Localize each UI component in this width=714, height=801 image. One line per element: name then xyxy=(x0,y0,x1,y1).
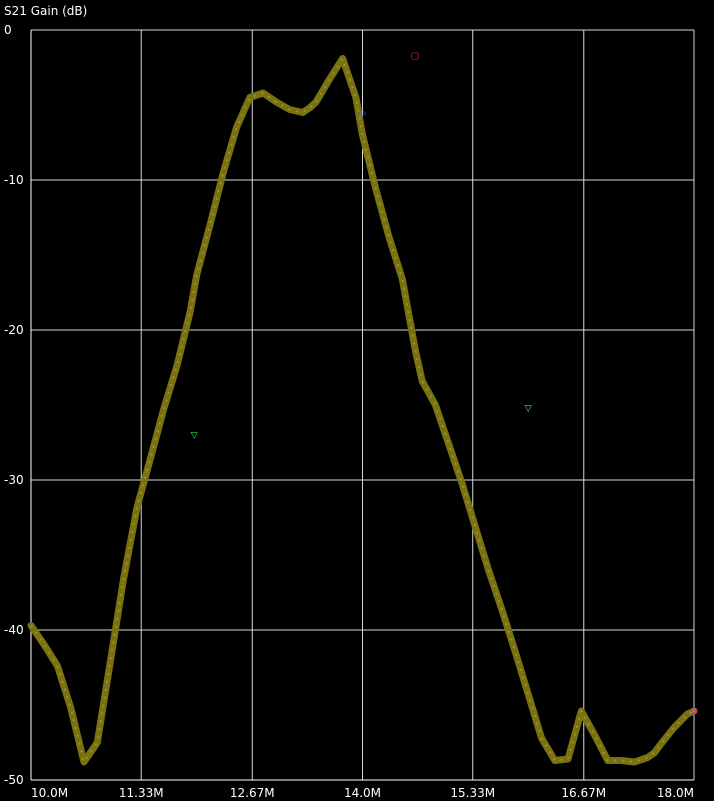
x-tick-label: 11.33M xyxy=(119,786,164,800)
x-tick-label: 18.0M xyxy=(657,786,694,800)
marker-layer: ▽ ◇ ▢ ▽ ✕ xyxy=(191,52,698,718)
grid-layer xyxy=(30,29,695,781)
x-tick-label: 15.33M xyxy=(450,786,495,800)
y-tick-label: 0 xyxy=(4,23,12,37)
series-layer xyxy=(27,55,698,766)
series-marker: ▽ xyxy=(525,404,532,414)
y-tick-label: -10 xyxy=(4,173,24,187)
series-line-highlight xyxy=(30,57,695,763)
label-layer: 10.0M 11.33M 12.67M 14.0M 15.33M 16.67M 18.0M 0… xyxy=(4,23,694,800)
y-tick-label: -40 xyxy=(4,623,24,637)
series-marker: ◇ xyxy=(359,109,366,119)
x-tick-label: 16.67M xyxy=(561,786,606,800)
chart-title: S21 Gain (dB) xyxy=(4,4,87,18)
series-marker: ▽ xyxy=(191,431,198,441)
x-tick-label: 10.0M xyxy=(31,786,68,800)
series-marker: ▢ xyxy=(410,52,419,62)
series-marker: ✕ xyxy=(690,707,698,717)
y-tick-label: -20 xyxy=(4,323,24,337)
axis-layer xyxy=(30,30,694,781)
y-tick-label: -30 xyxy=(4,473,24,487)
x-tick-label: 12.67M xyxy=(230,786,275,800)
x-tick-label: 14.0M xyxy=(344,786,381,800)
y-tick-label: -50 xyxy=(4,773,24,787)
